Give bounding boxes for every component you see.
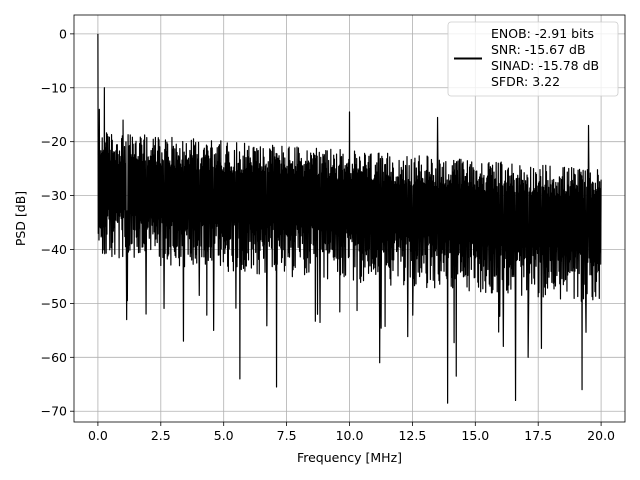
series-layer — [97, 33, 602, 404]
x-tick-label: 5.0 — [214, 428, 234, 443]
legend: ENOB: -2.91 bits SNR: -15.67 dB SINAD: -… — [447, 21, 619, 97]
y-tick-label: 0 — [59, 26, 67, 41]
y-axis-ticks: 0 −10 −20 −30 −40 −50 −60 −70 — [41, 26, 74, 419]
y-tick-label: −20 — [41, 134, 67, 149]
x-tick-label: 17.5 — [524, 428, 552, 443]
x-tick-label: 0.0 — [88, 428, 108, 443]
x-tick-label: 15.0 — [461, 428, 489, 443]
y-tick-label: −50 — [41, 296, 67, 311]
x-tick-label: 10.0 — [336, 428, 364, 443]
legend-entry-sfdr: SFDR: 3.22 — [491, 74, 560, 89]
y-tick-label: −10 — [41, 80, 67, 95]
y-tick-label: −60 — [41, 350, 67, 365]
x-tick-label: 2.5 — [151, 428, 171, 443]
legend-frame — [447, 21, 619, 97]
y-axis-label: PSD [dB] — [13, 191, 28, 246]
x-tick-label: 12.5 — [398, 428, 426, 443]
psd-series-line — [97, 33, 602, 404]
y-tick-label: −70 — [41, 404, 67, 419]
x-tick-label: 7.5 — [277, 428, 297, 443]
x-tick-label: 20.0 — [587, 428, 615, 443]
x-axis-label: Frequency [MHz] — [297, 450, 402, 465]
x-axis-ticks: 0.0 2.5 5.0 7.5 10.0 12.5 15.0 17.5 20.0 — [88, 422, 615, 443]
legend-entry-sinad: SINAD: -15.78 dB — [491, 58, 599, 73]
y-tick-label: −30 — [41, 188, 67, 203]
legend-entry-enob: ENOB: -2.91 bits — [491, 26, 594, 41]
legend-entry-snr: SNR: -15.67 dB — [491, 42, 586, 57]
y-tick-label: −40 — [41, 242, 67, 257]
